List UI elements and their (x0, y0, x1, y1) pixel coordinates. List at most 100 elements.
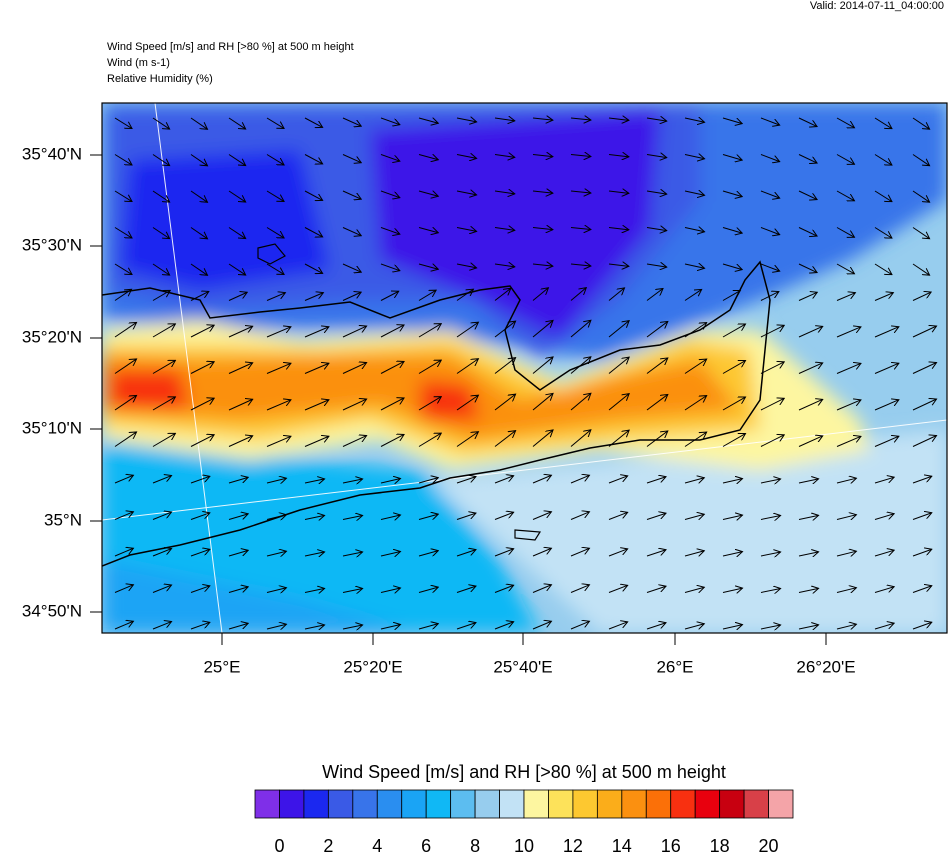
wind-arrow (912, 622, 932, 630)
wind-arrow (304, 588, 325, 592)
colorbar-box (401, 789, 427, 819)
wind-arrow (722, 263, 742, 270)
wind-arrow (190, 190, 208, 202)
wind-arrow (114, 190, 132, 202)
wind-arrow (228, 117, 246, 129)
colorbar-box (376, 789, 403, 819)
valid-time: Valid: 2014-07-11_04:00:00 (810, 0, 944, 12)
wind-arrow (152, 360, 175, 374)
wind-arrow (684, 155, 705, 159)
colorbar-title: Wind Speed [m/s] and RH [>80 %] at 500 m… (322, 762, 726, 782)
wind-arrow (380, 291, 399, 301)
wind-arrow (114, 585, 133, 593)
wind-arrow (874, 293, 893, 301)
wind-arrow (152, 154, 170, 166)
wind-arrow (304, 327, 329, 338)
wind-arrow (266, 293, 285, 301)
wind-arrow (798, 399, 823, 411)
wind-arrow (342, 263, 361, 272)
wind-arrow (418, 397, 441, 411)
colorbar-tick-label: 12 (563, 836, 583, 854)
wind-arrow (646, 513, 666, 520)
title-line: Wind Speed [m/s] and RH [>80 %] at 500 m… (107, 41, 354, 53)
wind-arrow (228, 363, 253, 374)
wind-arrow (380, 263, 400, 271)
wind-arrow (380, 625, 400, 629)
wind-arrow (684, 551, 704, 557)
wind-arrow (152, 397, 175, 411)
wind-arrow (684, 191, 705, 195)
colorbar-box (425, 789, 452, 819)
wind-arrow (418, 551, 438, 557)
wind-arrow (532, 288, 548, 301)
lat-label: 34°50'N (22, 601, 82, 620)
wind-arrow (836, 363, 861, 374)
wind-arrow (380, 361, 404, 374)
colorbar-tick-label: 10 (514, 836, 534, 854)
wind-arrow (646, 394, 668, 411)
wind-arrow (152, 476, 172, 484)
wind-arrow (646, 586, 666, 593)
map-frame (101, 102, 948, 634)
wind-arrow (760, 325, 784, 338)
colorbar-box (352, 789, 378, 819)
wind-arrow (798, 515, 819, 519)
wind-arrow (494, 512, 514, 520)
wind-arrow (646, 321, 668, 338)
wind-arrow (456, 477, 476, 484)
wind-arrow (570, 264, 591, 266)
wind-arrow (304, 552, 325, 556)
lon-label: 25°40'E (493, 657, 552, 676)
colorbar-box (596, 789, 623, 819)
title-line: Relative Humidity (%) (107, 73, 213, 85)
wind-arrow (418, 433, 441, 447)
wind-arrow (266, 327, 291, 338)
wind-arrow (760, 552, 781, 556)
wind-arrow (456, 395, 478, 411)
wind-arrow (912, 399, 937, 411)
wind-arrow (722, 117, 742, 124)
wind-arrow (836, 588, 856, 593)
lat-label: 35°10'N (22, 418, 82, 437)
wind-arrow (494, 118, 515, 121)
wind-arrow (342, 436, 367, 447)
wind-arrow (342, 363, 367, 374)
wind-arrow (874, 327, 899, 338)
wind-arrow (304, 479, 325, 483)
wind-arrow (380, 154, 400, 162)
wind-arrow (266, 551, 286, 556)
wind-arrow (114, 227, 132, 239)
wind-arrow (304, 117, 323, 127)
colorbar-box (743, 789, 769, 819)
wind-arrow (532, 155, 553, 157)
wind-arrow (494, 549, 514, 557)
wind-arrow (228, 399, 253, 411)
wind-arrow (494, 191, 515, 194)
wind-arrow (912, 362, 937, 374)
wind-arrow (722, 515, 743, 519)
wind-arrow (608, 321, 629, 338)
wind-arrow (456, 359, 478, 374)
wind-arrow (798, 190, 817, 200)
wind-arrow (342, 479, 363, 483)
wind-arrow (342, 117, 361, 126)
colorbar-box (450, 789, 476, 819)
wind-arrow (760, 263, 780, 271)
wind-arrow (722, 291, 740, 301)
wind-arrow (684, 359, 707, 374)
wind-arrow (190, 291, 209, 301)
wind-arrow (114, 475, 133, 484)
wind-arrow (608, 288, 625, 301)
wind-arrow (342, 227, 361, 236)
wind-arrow (114, 154, 132, 166)
lat-label: 35°N (44, 510, 82, 529)
wind-arrow (190, 325, 214, 338)
wind-arrow (836, 227, 854, 238)
wind-arrow (228, 292, 247, 301)
wind-arrow (874, 117, 892, 129)
wind-arrow (684, 587, 704, 593)
wind-arrow (152, 117, 170, 129)
colorbar-tick-label: 8 (470, 836, 480, 854)
wind-arrow (456, 322, 478, 338)
wind-arrow (114, 395, 137, 411)
